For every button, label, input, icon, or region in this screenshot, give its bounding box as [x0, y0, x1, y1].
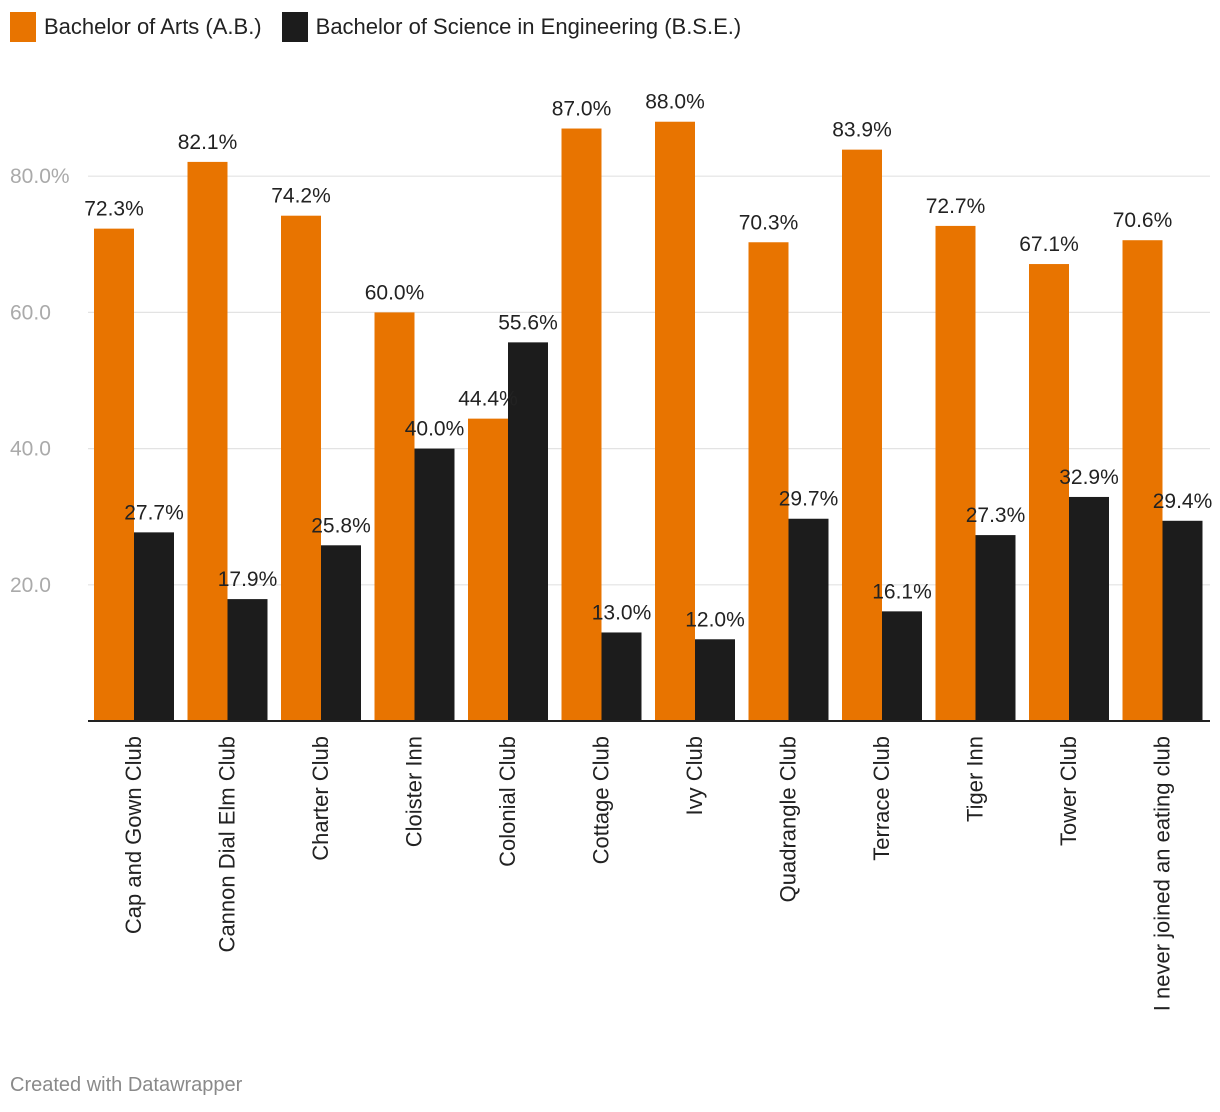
chart-legend: Bachelor of Arts (A.B.) Bachelor of Scie…: [10, 10, 761, 44]
data-label: 40.0%: [405, 418, 465, 441]
data-label: 17.9%: [218, 568, 278, 591]
bar-ab: [1122, 240, 1163, 722]
bar-bse: [1069, 496, 1109, 721]
data-label: 13.0%: [592, 601, 652, 624]
bar-bse: [321, 545, 361, 721]
data-label: 83.9%: [832, 119, 892, 142]
x-tick-label: I never joined an eating club: [1150, 736, 1175, 1011]
bar-ab: [842, 149, 882, 722]
data-label: 44.4%: [458, 388, 518, 411]
bar-ab: [94, 228, 134, 721]
data-label: 60.0%: [365, 281, 425, 304]
bar-bse: [695, 639, 735, 721]
y-tick-label: 60.0: [10, 301, 51, 324]
bar-ab: [655, 121, 695, 722]
data-label: 74.2%: [271, 185, 331, 208]
data-label: 72.7%: [926, 195, 986, 218]
bar-ab: [187, 161, 228, 722]
bar-ab: [1029, 264, 1069, 721]
bar-ab: [935, 225, 976, 721]
data-label: 70.6%: [1113, 209, 1173, 232]
bar-bse: [134, 532, 174, 721]
data-label: 67.1%: [1019, 233, 1079, 256]
bar-ab: [374, 312, 415, 721]
data-label: 27.7%: [124, 501, 184, 524]
legend-label-ab: Bachelor of Arts (A.B.): [44, 14, 262, 39]
x-tick-label: Quadrangle Club: [776, 736, 801, 902]
data-label: 25.8%: [311, 514, 371, 537]
x-tick-label: Cannon Dial Elm Club: [215, 736, 240, 952]
x-tick-label: Cap and Gown Club: [121, 736, 146, 934]
data-label: 29.7%: [779, 488, 839, 511]
y-tick-label: 20.0: [10, 574, 51, 597]
bar-ab: [748, 242, 789, 721]
bar-ab: [468, 418, 508, 721]
x-tick-label: Charter Club: [308, 736, 333, 861]
data-label: 55.6%: [498, 311, 558, 334]
legend-item-ab: Bachelor of Arts (A.B.): [10, 12, 262, 42]
bar-bse: [227, 599, 268, 721]
legend-swatch-ab: [10, 12, 36, 42]
x-tick-label: Colonial Club: [495, 736, 520, 867]
y-tick-label: 80.0%: [10, 165, 70, 188]
datawrapper-credit: Created with Datawrapper: [10, 1074, 243, 1096]
x-tick-label: Tower Club: [1056, 736, 1081, 846]
bar-bse: [975, 535, 1016, 721]
legend-swatch-bse: [281, 12, 308, 42]
data-label: 29.4%: [1153, 490, 1213, 513]
x-tick-label: Terrace Club: [869, 736, 894, 861]
bar-ab: [561, 128, 602, 721]
data-label: 70.3%: [739, 211, 799, 234]
bar-bse: [601, 632, 642, 721]
data-label: 72.3%: [84, 198, 144, 221]
bar-bse: [788, 518, 829, 721]
bar-bse: [882, 611, 922, 721]
legend-item-bse: Bachelor of Science in Engineering (B.S.…: [281, 12, 742, 42]
data-label: 27.3%: [966, 504, 1026, 527]
x-tick-label: Ivy Club: [682, 736, 707, 815]
x-tick-label: Cottage Club: [589, 736, 614, 864]
data-label: 87.0%: [552, 98, 612, 121]
y-tick-label: 40.0: [10, 438, 51, 461]
bar-bse: [414, 448, 455, 721]
bar-layer: [94, 121, 1203, 722]
data-label: 16.1%: [872, 580, 932, 603]
bar-ab: [281, 215, 321, 721]
data-label: 88.0%: [645, 91, 705, 114]
bar-bse: [508, 342, 548, 721]
data-label: 12.0%: [685, 608, 745, 631]
data-label: 32.9%: [1059, 466, 1119, 489]
legend-label-bse: Bachelor of Science in Engineering (B.S.…: [315, 14, 742, 39]
bar-bse: [1162, 520, 1203, 721]
grid-layer: [88, 175, 1210, 586]
data-label: 82.1%: [178, 131, 238, 154]
label-layer: 20.0 40.0 60.0 80.0% 72.3% 27.7% Cap and Gown …: [10, 91, 1212, 1011]
x-tick-label: Cloister Inn: [402, 736, 427, 847]
x-tick-label: Tiger Inn: [963, 736, 988, 822]
